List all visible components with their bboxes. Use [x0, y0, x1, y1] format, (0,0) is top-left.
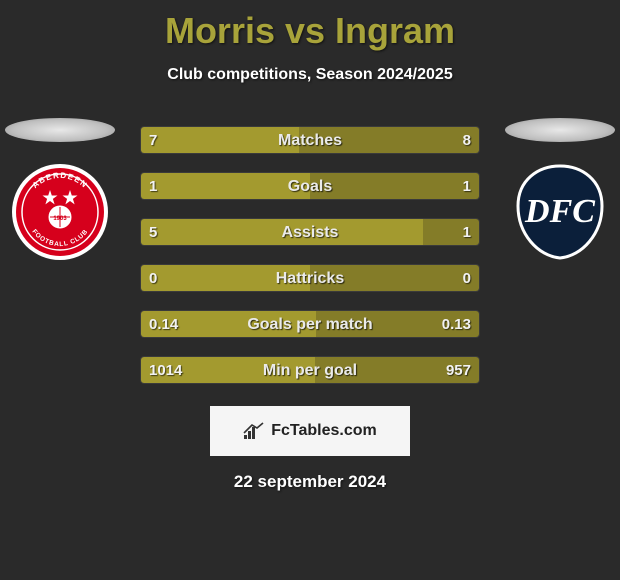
right-club-column: DFC [500, 118, 620, 262]
footer-brand-text: FcTables.com [271, 422, 377, 440]
stats-container: 78Matches 11Goals 51Assists 00Hattricks 0.14… [140, 126, 480, 384]
stat-label: Goals [141, 173, 479, 200]
stat-label: Matches [141, 127, 479, 154]
date-text: 22 september 2024 [0, 472, 620, 492]
right-club-crest: DFC [510, 162, 610, 262]
left-crest-year: 1903 [53, 216, 67, 222]
shadow-ellipse [505, 118, 615, 142]
stat-label: Hattricks [141, 265, 479, 292]
fctables-icon [243, 422, 265, 440]
stat-row: 78Matches [140, 126, 480, 154]
stat-row: 11Goals [140, 172, 480, 200]
stat-label: Goals per match [141, 311, 479, 338]
left-club-crest: ABERDEEN FOOTBALL CLUB 1903 [10, 162, 110, 262]
right-crest-monogram: DFC [524, 193, 595, 230]
stat-row: 51Assists [140, 218, 480, 246]
stat-row: 00Hattricks [140, 264, 480, 292]
subtitle: Club competitions, Season 2024/2025 [0, 66, 620, 84]
page-title: Morris vs Ingram [0, 0, 620, 52]
stat-label: Assists [141, 219, 479, 246]
stat-row: 0.140.13Goals per match [140, 310, 480, 338]
footer-brand-box: FcTables.com [210, 406, 410, 456]
shadow-ellipse [5, 118, 115, 142]
stat-row: 1014957Min per goal [140, 356, 480, 384]
stat-label: Min per goal [141, 357, 479, 384]
left-club-column: ABERDEEN FOOTBALL CLUB 1903 [0, 118, 120, 262]
